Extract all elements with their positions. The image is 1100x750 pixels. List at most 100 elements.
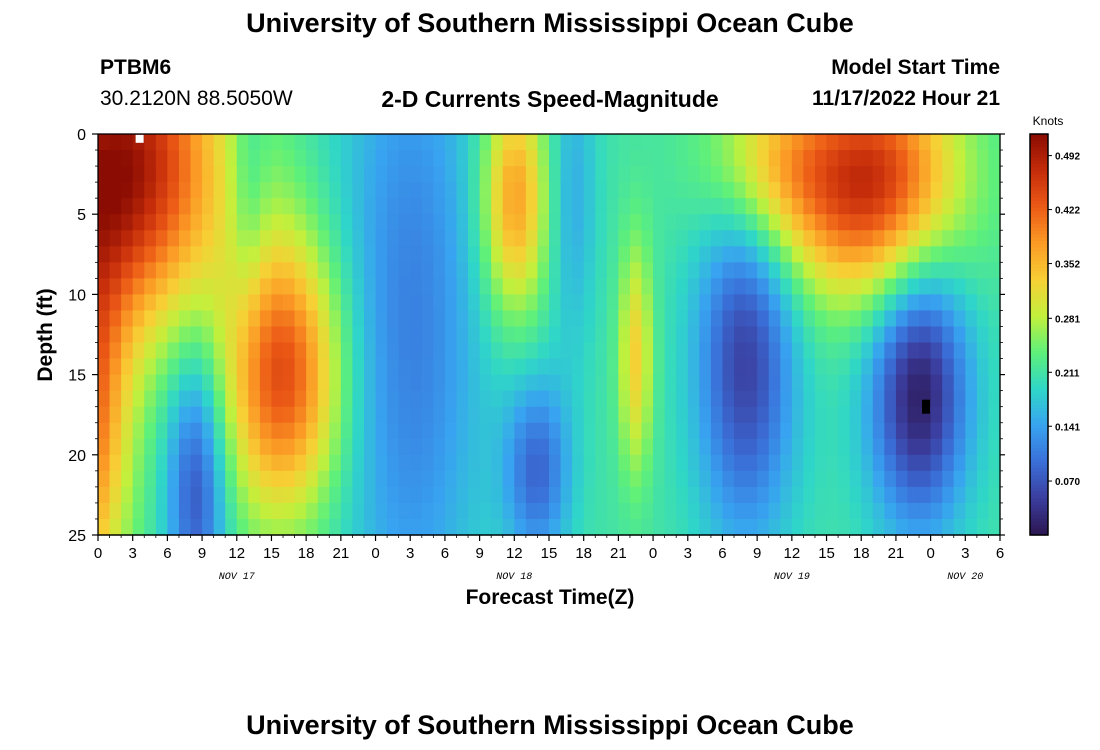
heatmap-cell — [641, 310, 654, 328]
heatmap-cell — [549, 486, 562, 504]
heatmap-cell — [109, 502, 122, 520]
heatmap-cell — [132, 518, 145, 536]
heatmap-cell — [387, 438, 400, 456]
heatmap-cell — [248, 342, 261, 360]
heatmap-cell — [595, 486, 608, 504]
heatmap-cell — [583, 294, 596, 312]
heatmap-cell — [814, 310, 828, 328]
heatmap-cell — [780, 518, 793, 536]
x-tick-label: 6 — [441, 545, 449, 562]
colorbar-segment — [1030, 458, 1048, 463]
heatmap-cell — [468, 438, 481, 456]
heatmap-cell — [109, 486, 122, 504]
heatmap-cell — [687, 134, 700, 151]
heatmap-cell — [410, 326, 423, 344]
heatmap-cell — [734, 502, 747, 520]
heatmap-cell — [745, 454, 758, 472]
heatmap-cell — [259, 262, 273, 279]
heatmap-cell — [895, 150, 909, 167]
heatmap-cell — [629, 278, 643, 295]
heatmap-cell — [98, 406, 111, 424]
heatmap-cell — [664, 230, 677, 247]
heatmap-cell — [121, 278, 134, 295]
heatmap-cell — [444, 502, 458, 520]
heatmap-cell — [664, 502, 677, 520]
heatmap-cell — [907, 358, 920, 376]
heatmap-cell — [363, 214, 377, 231]
y-axis-label: Depth (ft) — [34, 288, 57, 381]
heatmap-cell — [398, 262, 411, 279]
heatmap-cell — [444, 374, 458, 392]
heatmap-cell — [398, 470, 411, 488]
date-label: NOV 19 — [774, 572, 810, 583]
heatmap-cell — [514, 326, 527, 344]
heatmap-cell — [109, 438, 122, 456]
heatmap-cell — [479, 198, 492, 215]
colorbar-segment — [1030, 428, 1048, 433]
heatmap-cell — [363, 198, 377, 215]
heatmap-cell — [444, 198, 458, 215]
heatmap-cell — [722, 342, 735, 360]
heatmap-cell — [491, 438, 504, 456]
heatmap-cell — [560, 262, 573, 279]
colorbar-tick-label: 0.141 — [1055, 422, 1080, 433]
heatmap-cell — [340, 454, 354, 472]
heatmap-cell — [259, 150, 273, 167]
colorbar-segment — [1030, 394, 1048, 399]
heatmap-cell — [387, 166, 400, 183]
heatmap-cell — [525, 470, 539, 488]
heatmap-cell — [814, 166, 828, 183]
heatmap-cell — [248, 422, 261, 440]
heatmap-cell — [653, 454, 666, 472]
heatmap-cell — [572, 326, 585, 344]
heatmap-cell — [537, 454, 550, 472]
heatmap-cell — [976, 406, 990, 424]
heatmap-cell — [653, 294, 666, 312]
heatmap-cell — [468, 150, 481, 167]
heatmap-cell — [861, 422, 874, 440]
heatmap-cell — [826, 198, 839, 215]
heatmap-cell — [976, 150, 990, 167]
heatmap-cell — [375, 134, 388, 151]
heatmap-cell — [248, 502, 261, 520]
heatmap-cell — [780, 262, 793, 279]
heatmap-cell — [98, 502, 111, 520]
heatmap-cell — [780, 278, 793, 295]
heatmap-cell — [710, 390, 724, 408]
heatmap-cell — [421, 294, 434, 312]
heatmap-cell — [202, 518, 215, 536]
heatmap-cell — [491, 310, 504, 328]
heatmap-cell — [167, 310, 180, 328]
heatmap-cell — [722, 230, 735, 247]
heatmap-cell — [329, 182, 342, 199]
heatmap-cell — [641, 438, 654, 456]
heatmap-cell — [491, 214, 504, 231]
heatmap-cell — [421, 134, 434, 151]
heatmap-cell — [537, 438, 550, 456]
heatmap-cell — [745, 342, 758, 360]
heatmap-cell — [329, 166, 342, 183]
heatmap-cell — [768, 486, 781, 504]
heatmap-cell — [121, 342, 134, 360]
heatmap-cell — [479, 182, 492, 199]
heatmap-cell — [283, 294, 296, 312]
heatmap-cell — [109, 198, 122, 215]
heatmap-cell — [444, 294, 458, 312]
heatmap-cell — [549, 390, 562, 408]
heatmap-cell — [838, 294, 851, 312]
heatmap-cell — [271, 166, 284, 183]
heatmap-cell — [976, 278, 990, 295]
heatmap-cell — [710, 166, 724, 183]
heatmap-cell — [583, 454, 596, 472]
heatmap-cell — [814, 230, 828, 247]
heatmap-cell — [178, 294, 192, 312]
heatmap-cell — [676, 182, 689, 199]
colorbar-segment — [1030, 364, 1048, 369]
heatmap-cell — [352, 326, 365, 344]
heatmap-cell — [930, 438, 943, 456]
heatmap-cell — [352, 390, 365, 408]
heatmap-cell — [225, 198, 238, 215]
heatmap-cell — [294, 310, 307, 328]
heatmap-cell — [444, 438, 458, 456]
heatmap-cell — [144, 326, 157, 344]
